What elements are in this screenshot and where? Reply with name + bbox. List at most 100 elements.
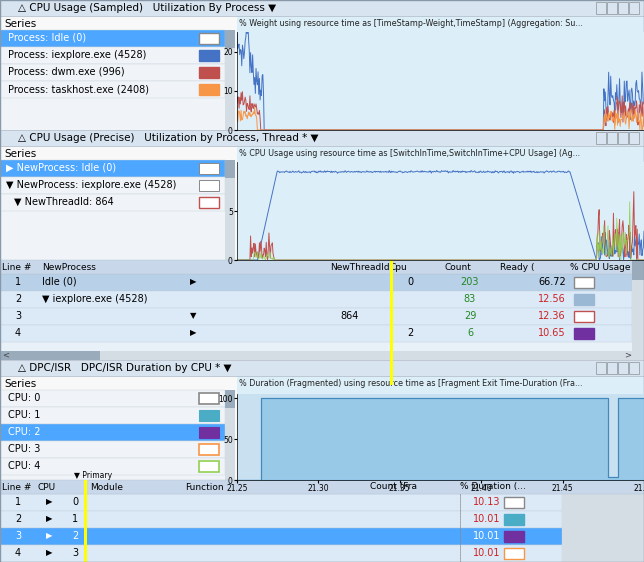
- Bar: [0, 291, 632, 308]
- Text: Ready (: Ready (: [500, 262, 535, 271]
- Text: 10.01: 10.01: [473, 548, 500, 558]
- Text: ▼ Primary: ▼ Primary: [74, 470, 112, 479]
- Bar: [0, 81, 225, 98]
- Bar: [0, 360, 644, 376]
- Text: NewProcess: NewProcess: [42, 262, 96, 271]
- Text: Idle (0): Idle (0): [42, 277, 77, 287]
- Text: % Duration (Fragmented) using resource time as [Fragment Exit Time-Duration (Fra: % Duration (Fragmented) using resource t…: [239, 378, 583, 388]
- Text: ▶ NewProcess: Idle (0): ▶ NewProcess: Idle (0): [6, 163, 116, 173]
- Bar: [0, 376, 644, 480]
- Bar: [237, 376, 644, 480]
- Text: ▼ iexplore.exe (4528): ▼ iexplore.exe (4528): [42, 294, 147, 304]
- Text: Process: Idle (0): Process: Idle (0): [8, 33, 86, 43]
- Text: NewThreadId: NewThreadId: [330, 262, 390, 271]
- Text: Count: Count: [445, 262, 472, 271]
- Bar: [225, 160, 235, 260]
- Bar: [618, 2, 628, 14]
- Text: 83: 83: [464, 294, 476, 304]
- Bar: [0, 47, 225, 64]
- Text: 1: 1: [72, 514, 78, 524]
- Text: Module: Module: [90, 483, 123, 492]
- Text: % CPU Usage: % CPU Usage: [570, 262, 630, 271]
- Text: 10.01: 10.01: [473, 514, 500, 524]
- Text: Count (Fra: Count (Fra: [370, 483, 417, 492]
- Bar: [0, 0, 644, 130]
- Text: 66.72: 66.72: [538, 277, 566, 287]
- Text: 10.65: 10.65: [538, 328, 566, 338]
- Text: ▼: ▼: [190, 311, 196, 320]
- Text: △ DPC/ISR   DPC/ISR Duration by CPU * ▼: △ DPC/ISR DPC/ISR Duration by CPU * ▼: [18, 363, 231, 373]
- Bar: [199, 461, 219, 472]
- Text: ▶: ▶: [190, 329, 196, 338]
- Bar: [237, 146, 644, 260]
- Text: Process: taskhost.exe (2408): Process: taskhost.exe (2408): [8, 84, 149, 94]
- Bar: [0, 390, 225, 407]
- Bar: [632, 260, 644, 280]
- Bar: [0, 511, 562, 528]
- Text: Series: Series: [4, 379, 36, 389]
- Bar: [0, 260, 644, 274]
- Text: CPU: 2: CPU: 2: [8, 427, 41, 437]
- Bar: [596, 2, 606, 14]
- Text: Line #: Line #: [2, 483, 32, 492]
- Text: ▶: ▶: [46, 532, 53, 541]
- Bar: [84, 480, 87, 562]
- Bar: [0, 308, 632, 325]
- Bar: [629, 132, 639, 144]
- Text: ▼ Primary: ▼ Primary: [560, 251, 598, 260]
- Bar: [0, 30, 225, 47]
- Bar: [607, 362, 617, 374]
- Text: CPU: CPU: [38, 483, 56, 492]
- Bar: [0, 194, 225, 211]
- Bar: [0, 390, 225, 480]
- Text: ▶: ▶: [46, 514, 53, 523]
- Text: 2: 2: [15, 514, 21, 524]
- Bar: [0, 458, 225, 475]
- Text: 4: 4: [15, 328, 21, 338]
- Bar: [0, 441, 225, 458]
- Text: 3: 3: [15, 531, 21, 541]
- Text: 4: 4: [15, 548, 21, 558]
- Text: CPU: 4: CPU: 4: [8, 461, 41, 471]
- Bar: [0, 528, 562, 545]
- Text: 2: 2: [72, 531, 79, 541]
- Bar: [596, 132, 606, 144]
- Bar: [0, 177, 225, 194]
- Bar: [504, 514, 524, 525]
- Bar: [199, 197, 219, 208]
- Bar: [0, 360, 644, 480]
- Text: Process: dwm.exe (996): Process: dwm.exe (996): [8, 67, 125, 77]
- Bar: [199, 410, 219, 421]
- Text: % Duration (...: % Duration (...: [460, 483, 526, 492]
- Bar: [0, 260, 644, 360]
- Text: 203: 203: [460, 277, 479, 287]
- Bar: [0, 424, 225, 441]
- Text: 12.36: 12.36: [538, 311, 566, 321]
- Bar: [199, 427, 219, 438]
- Text: 10.01: 10.01: [473, 531, 500, 541]
- Bar: [225, 30, 235, 130]
- Text: 1: 1: [15, 497, 21, 507]
- Bar: [574, 311, 594, 322]
- Bar: [618, 362, 628, 374]
- Text: Line #: Line #: [2, 262, 32, 271]
- Bar: [0, 351, 632, 360]
- Text: Cpu: Cpu: [390, 262, 408, 271]
- Bar: [574, 277, 594, 288]
- Bar: [0, 494, 562, 511]
- Bar: [607, 2, 617, 14]
- Bar: [0, 545, 562, 562]
- Bar: [199, 67, 219, 78]
- Bar: [607, 132, 617, 144]
- Bar: [199, 444, 219, 455]
- Text: Function: Function: [185, 483, 223, 492]
- Text: △ CPU Usage (Sampled)   Utilization By Process ▼: △ CPU Usage (Sampled) Utilization By Pro…: [18, 3, 276, 13]
- Text: >: >: [624, 351, 631, 360]
- Text: 10.13: 10.13: [473, 497, 500, 507]
- Bar: [237, 16, 644, 130]
- Bar: [0, 160, 225, 260]
- Bar: [0, 146, 644, 260]
- Text: 29: 29: [464, 311, 476, 321]
- Bar: [0, 325, 632, 342]
- Bar: [504, 548, 524, 559]
